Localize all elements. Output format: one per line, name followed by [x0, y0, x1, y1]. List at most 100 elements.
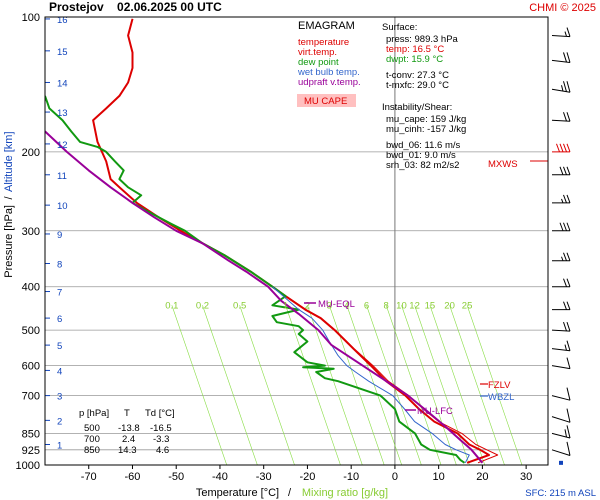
wind-barb	[551, 81, 571, 93]
altitude-tick-label: 15	[57, 47, 68, 58]
legend-temperature: temperature	[298, 37, 349, 48]
wind-barb	[551, 408, 571, 423]
wind-barb-half-flag	[564, 344, 567, 351]
table-header-p: p [hPa]	[79, 408, 109, 419]
altitude-tick-label: 11	[57, 171, 67, 182]
wind-barb	[552, 194, 571, 204]
mu-lfc-label: MU-LFC	[417, 406, 453, 417]
wind-barb-flag	[563, 222, 567, 231]
wind-barb-flag	[566, 321, 571, 332]
altitude-tick-label: 10	[57, 201, 68, 212]
svg-text:Temperature [°C] /: Temperature [°C] / Mixing ratio [g/kg]	[196, 487, 388, 499]
mixing-ratio-line	[401, 305, 457, 465]
wind-barb-flag	[566, 301, 571, 310]
y-tick-label: 100	[22, 12, 40, 24]
wind-barb-half-flag	[564, 429, 567, 438]
mu-eql-label: MU-EQL	[318, 299, 355, 310]
wbzl-label: WBZL	[488, 392, 514, 403]
wind-barb-shaft	[551, 59, 571, 63]
mixing-ratio-label: 0.1	[165, 300, 178, 311]
mixing-ratio-label: 1	[283, 300, 288, 311]
table-cell: 14.3	[118, 445, 137, 456]
series-line-udpraft-v-temp	[45, 130, 484, 464]
wind-barb-shaft	[551, 348, 571, 352]
y-axis-label-altitude: Altitude [km]	[3, 131, 15, 192]
table-cell: 700	[84, 434, 100, 445]
level-lines	[480, 160, 548, 397]
table-cell: -16.5	[150, 423, 172, 434]
x-axis-separator: /	[288, 487, 292, 499]
bwd-01-value: bwd_01: 9.0 m/s	[386, 150, 456, 161]
mu-cape-swatch	[297, 94, 356, 107]
y-tick-label: 1000	[16, 460, 40, 472]
wind-barb-flag	[563, 52, 567, 63]
mixing-ratio-label: 2	[305, 300, 310, 311]
instability-title: Instability/Shear:	[382, 102, 452, 113]
wind-barb-flag	[566, 27, 571, 37]
x-axis-label-mixing: Mixing ratio [g/kg]	[302, 487, 388, 499]
wind-barb	[552, 222, 571, 232]
wind-barb-shaft	[551, 395, 571, 401]
mixing-ratio-label: 10	[396, 300, 407, 311]
wind-barb-flag	[566, 408, 571, 423]
wind-barb-flag	[556, 143, 560, 153]
table-cell: -13.8	[118, 423, 140, 434]
mixing-ratio-line	[202, 305, 258, 465]
mixing-ratio-line	[449, 305, 505, 465]
altitude-tick-label: 1	[57, 441, 62, 452]
wind-barb-flag	[566, 194, 571, 204]
legend-title: EMAGRAM	[298, 20, 355, 32]
plot-frame	[44, 16, 549, 466]
mixing-ratio-line	[466, 305, 523, 465]
level-table: p [hPa] T Td [°C] 500 -13.8 -16.5 700 2.…	[79, 408, 175, 456]
mixing-ratio-label: 3	[327, 300, 332, 311]
wind-barb-flag	[566, 143, 571, 153]
wind-barb-shaft	[551, 35, 571, 38]
wind-barb-flag	[566, 52, 571, 63]
wind-barb-shaft	[551, 119, 571, 122]
wind-barb	[551, 321, 571, 332]
wind-barb-shaft	[551, 449, 571, 456]
srh-03-value: srh_03: 82 m2/s2	[386, 160, 459, 171]
mixing-ratio-label: 25	[462, 300, 473, 311]
surface-press: press: 989.3 hPa	[386, 34, 459, 45]
altitude-tick-label: 4	[57, 366, 62, 377]
mixing-ratio-line	[385, 305, 442, 465]
mixing-ratio-line	[429, 305, 486, 465]
mixing-ratio-label: 8	[384, 300, 389, 311]
mixing-ratio-line	[329, 305, 385, 465]
wind-barb-flag	[563, 301, 567, 310]
legend-updraft: udpraft v.temp.	[298, 77, 361, 88]
wind-barb	[551, 357, 571, 370]
wind-barb-shaft	[551, 432, 571, 439]
surface-temp: temp: 16.5 °C	[386, 44, 444, 55]
wind-barb-calm	[559, 460, 563, 465]
wind-barb-flag	[566, 222, 571, 231]
y-tick-label: 400	[22, 282, 40, 294]
wind-barb-flag	[559, 143, 564, 153]
bwd-06-value: bwd_06: 11.6 m/s	[386, 140, 461, 151]
mixing-ratio-line	[346, 305, 402, 465]
altitude-tick-label: 12	[57, 140, 68, 151]
mu-cape-label: MU CAPE	[304, 96, 347, 107]
wind-barb-flag	[563, 143, 567, 153]
sfc-label: SFC: 215 m ASL	[525, 488, 596, 499]
y-tick-label: 850	[22, 428, 40, 440]
x-tick-label: 0	[392, 471, 398, 483]
x-tick-label: -70	[81, 471, 97, 483]
t-mxfc: t-mxfc: 29.0 °C	[386, 80, 449, 91]
altitude-tick-label: 13	[57, 108, 68, 119]
mixing-ratio-label: 12	[409, 300, 420, 311]
y-tick-label: 200	[22, 147, 40, 159]
table-cell: 4.6	[156, 445, 169, 456]
altitude-tick-label: 3	[57, 392, 62, 403]
x-tick-label: -10	[343, 471, 359, 483]
table-cell: 2.4	[122, 434, 135, 445]
mixing-ratio-label: 4	[344, 300, 349, 311]
wind-barb-half-flag	[564, 31, 567, 37]
wind-barb	[551, 425, 571, 439]
mixing-ratio-line	[414, 305, 470, 465]
wind-barb-flag	[566, 425, 571, 439]
